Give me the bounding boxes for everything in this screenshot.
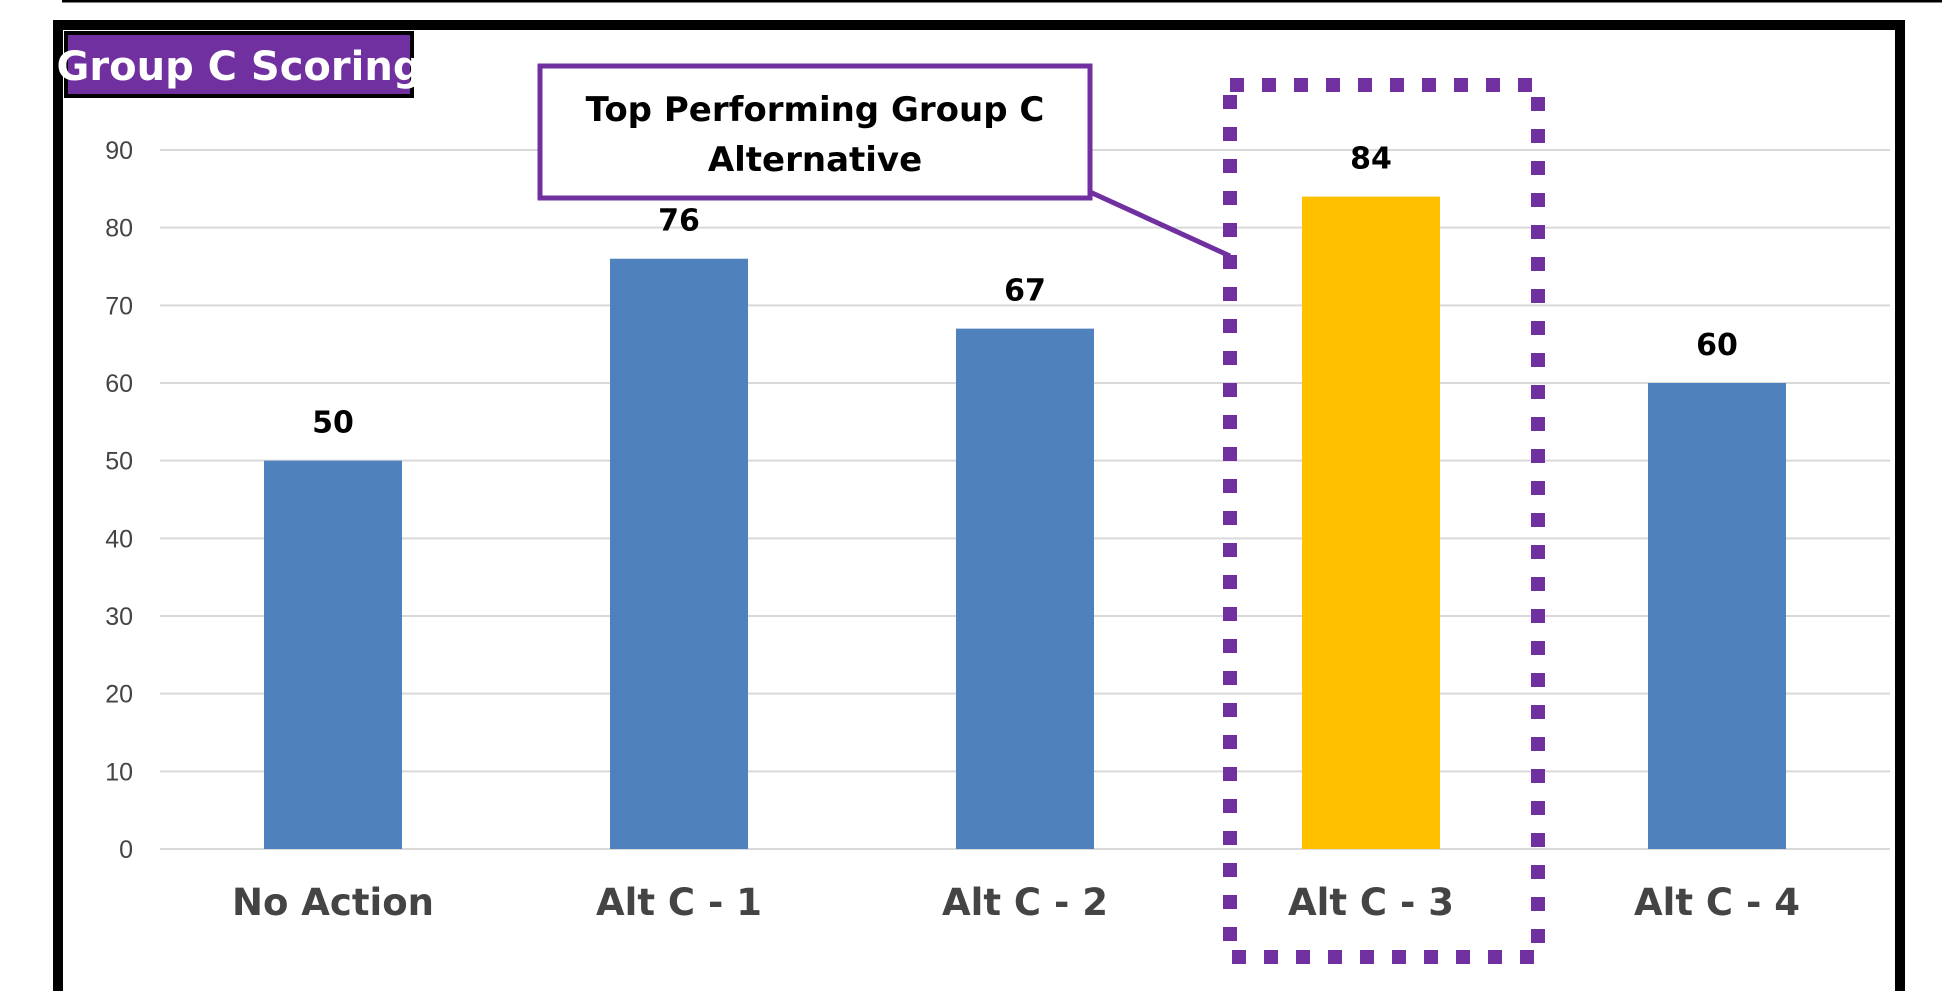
bar-1: [264, 460, 402, 849]
bar-3: [956, 328, 1094, 850]
callout-connector: [1088, 189, 1232, 259]
y-tick-label: 40: [105, 525, 133, 553]
x-tick-label: Alt C - 3: [1288, 881, 1454, 924]
chart-title: Group C Scoring: [57, 44, 422, 90]
bars: [264, 196, 1786, 850]
x-tick-label: Alt C - 2: [942, 881, 1108, 924]
y-tick-label: 20: [105, 681, 133, 709]
x-tick-label: Alt C - 4: [1634, 881, 1800, 924]
data-label: 76: [658, 204, 700, 239]
y-axis-ticks: 0 10 20 30 40 50 60 70 80 90: [105, 137, 133, 864]
callout-box: [537, 63, 1093, 201]
y-tick-label: 60: [105, 370, 133, 398]
bar-4: [1302, 196, 1440, 850]
data-label: 84: [1350, 142, 1392, 177]
highlight-box: [1223, 78, 1545, 964]
y-tick-label: 50: [105, 448, 133, 476]
callout-line-2: Alternative: [708, 140, 922, 180]
data-label: 67: [1004, 274, 1046, 309]
y-tick-label: 80: [105, 215, 133, 243]
x-axis-labels: No Action Alt C - 1 Alt C - 2 Alt C - 3 Alt …: [232, 881, 1800, 924]
bar-2: [610, 258, 748, 849]
data-label: 60: [1696, 328, 1738, 363]
y-tick-label: 10: [105, 758, 133, 786]
data-labels: 50 76 67 84 60: [312, 142, 1738, 441]
y-tick-label: 30: [105, 603, 133, 631]
bar-5: [1648, 383, 1786, 849]
x-tick-label: Alt C - 1: [596, 881, 762, 924]
y-tick-label: 0: [119, 836, 133, 864]
title-badge: [64, 31, 414, 98]
y-tick-label: 90: [105, 137, 133, 165]
x-tick-label: No Action: [232, 881, 434, 924]
y-tick-label: 70: [105, 292, 133, 320]
callout-line-1: Top Performing Group C: [586, 90, 1045, 130]
data-label: 50: [312, 406, 354, 441]
